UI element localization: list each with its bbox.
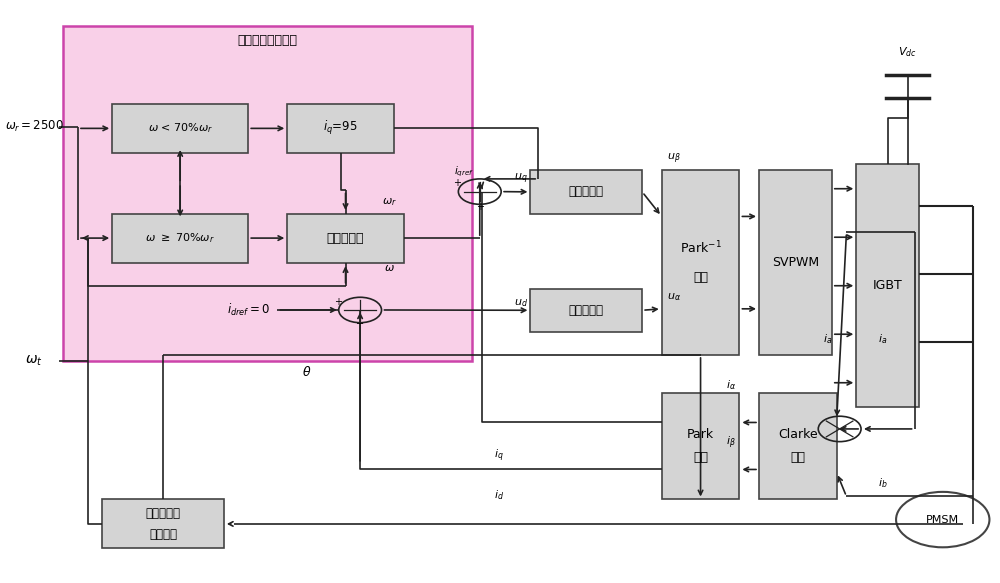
Text: $i_{qref}$: $i_{qref}$ [454,164,474,178]
Text: $\omega_t$: $\omega_t$ [25,354,43,368]
Text: 变换: 变换 [790,451,805,464]
Bar [662,392,739,500]
Text: $i_q$=95: $i_q$=95 [323,120,358,138]
Text: $i_a$: $i_a$ [878,332,887,346]
Text: $i_a$: $i_a$ [823,332,833,346]
Text: $u_{\beta}$: $u_{\beta}$ [667,152,681,166]
Bar [112,104,248,153]
Text: 控制模式判断模块: 控制模式判断模块 [238,34,298,47]
Text: $\omega$ < 70%$\omega_r$: $\omega$ < 70%$\omega_r$ [148,121,213,135]
Text: $\omega_r = 2500$: $\omega_r = 2500$ [5,120,64,135]
Bar [287,213,404,262]
Text: 变换: 变换 [693,451,708,464]
Text: SVPWM: SVPWM [772,256,819,269]
Bar [287,104,394,153]
Bar [662,170,739,355]
Bar [530,289,642,332]
Text: Clarke: Clarke [778,428,818,441]
Text: Park$^{-1}$: Park$^{-1}$ [680,240,721,257]
Bar [530,170,642,213]
Text: IGBT: IGBT [873,279,903,292]
Text: +: + [476,202,484,212]
Text: $i_b$: $i_b$ [878,476,887,490]
Text: 速度控制器: 速度控制器 [327,231,364,245]
Text: $u_q$: $u_q$ [514,172,527,186]
Text: 位置和速度: 位置和速度 [146,507,181,520]
Text: 反馈信号: 反馈信号 [149,528,177,541]
Bar [759,170,832,355]
Bar [759,392,837,500]
Bar [63,26,472,361]
Bar [102,500,224,549]
Text: $u_{\alpha}$: $u_{\alpha}$ [667,292,681,303]
Text: −: − [356,319,364,329]
Text: +: + [453,178,461,188]
Text: $u_d$: $u_d$ [514,297,528,309]
Text: 电流控制器: 电流控制器 [569,185,604,198]
Text: $i_d$: $i_d$ [494,488,504,501]
Text: 电流控制器: 电流控制器 [569,304,604,317]
Text: Park: Park [687,428,714,441]
Text: $\omega$ $\geq$ 70%$\omega_r$: $\omega$ $\geq$ 70%$\omega_r$ [145,231,215,245]
Text: $\omega$: $\omega$ [384,264,395,273]
Text: $\theta$: $\theta$ [302,366,311,380]
Text: $V_{dc}$: $V_{dc}$ [898,45,917,59]
Text: $\omega_r$: $\omega_r$ [382,196,397,208]
Text: 变换: 变换 [693,271,708,283]
Text: $i_{\beta}$: $i_{\beta}$ [726,434,736,451]
Text: $i_{\alpha}$: $i_{\alpha}$ [726,378,736,392]
Text: $i_q$: $i_q$ [494,448,504,464]
Text: PMSM: PMSM [926,515,959,525]
Bar [112,213,248,262]
Text: +: + [334,297,342,307]
Bar [856,164,919,407]
Text: $i_{dref}=0$: $i_{dref}=0$ [227,302,270,318]
